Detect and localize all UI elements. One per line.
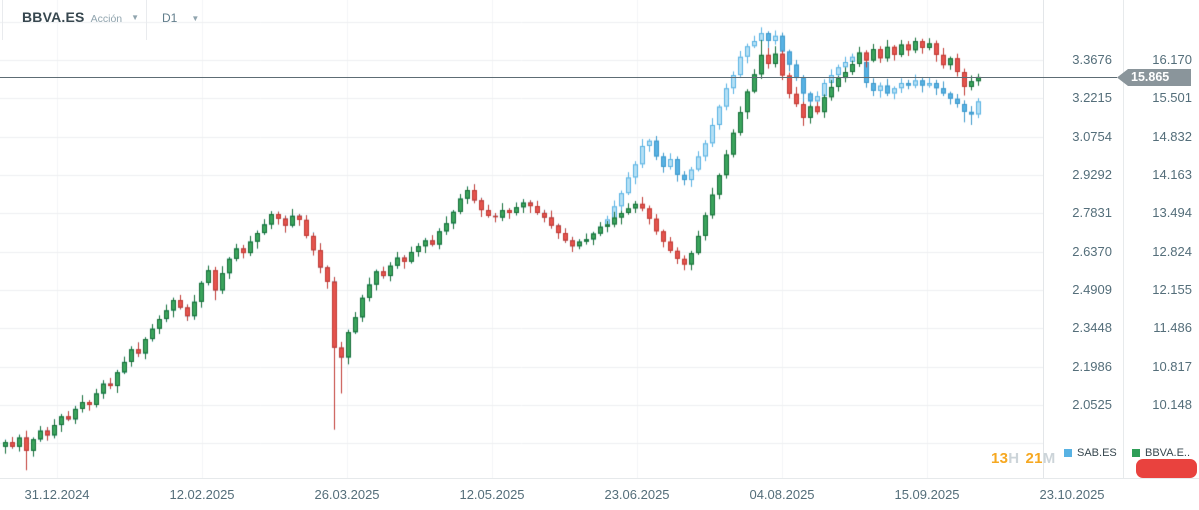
sell-price-badge[interactable] [1136,459,1197,478]
chevron-down-icon: ▼ [191,13,200,23]
price-tick-label-sab: 2.4909 [1072,282,1112,297]
price-tick-label-sab: 3.3676 [1072,52,1112,67]
legend-label-bbva: BBVA.E.. [1145,447,1191,459]
toolbar-divider [146,0,147,40]
price-tick-label-bbva: 15.501 [1152,90,1192,106]
price-tick-label-sab: 3.0754 [1072,128,1112,144]
timeframe-selector[interactable]: D1 ▼ [162,11,199,25]
current-price-line [0,77,1117,78]
symbol-selector[interactable]: BBVA.ES Acción ▼ [22,9,139,25]
price-tick-label-sab: 2.6370 [1072,243,1112,259]
price-tick-label-sab: 2.9292 [1072,167,1112,182]
price-tick-label-sab: 2.3448 [1072,320,1112,336]
countdown-hours-unit: H [1008,450,1020,467]
symbol-name: BBVA.ES [22,9,85,25]
date-tick-label: 23.06.2025 [604,487,670,502]
date-tick-label: 23.10.2025 [1039,487,1105,502]
price-tick-label-bbva: 10.817 [1152,358,1192,374]
date-tick-label: 15.09.2025 [894,487,960,502]
price-chart-canvas[interactable] [0,0,1043,478]
chevron-down-icon: ▼ [131,12,140,22]
price-axis-column-divider [1123,0,1124,478]
price-tick-label-bbva: 12.155 [1152,282,1192,297]
price-tick-label-sab: 2.0525 [1072,397,1112,412]
legend-item-sab[interactable]: SAB.ES [1064,447,1117,459]
date-tick-label: 26.03.2025 [314,487,380,502]
countdown-hours: 13 [991,450,1009,467]
time-axis[interactable]: 31.12.2024 12.02.2025 26.03.2025 12.05.2025… [0,478,1199,510]
price-tick-label-bbva: 10.148 [1152,397,1192,412]
date-tick-label: 12.02.2025 [169,487,235,502]
price-tick-label-sab: 2.1986 [1072,358,1112,374]
chart-toolbar: BBVA.ES Acción ▼ D1 ▼ [0,0,420,40]
price-tick-label-bbva: 13.494 [1152,205,1192,221]
price-tick-label-sab: 3.2215 [1072,90,1112,106]
bbva-series-swatch-icon [1132,449,1140,457]
current-price-badge: 15.865 [1117,69,1191,86]
price-tick-label-sab: 2.7831 [1072,205,1112,221]
instrument-type-label: Acción [90,13,123,25]
date-tick-label: 31.12.2024 [24,487,90,502]
candle-countdown: 13H 21M [991,450,1056,467]
date-tick-label: 12.05.2025 [459,487,525,502]
timeframe-label: D1 [162,11,178,25]
price-tick-label-bbva: 14.832 [1152,128,1192,144]
price-tick-label-bbva: 16.170 [1152,52,1192,67]
date-tick-label: 04.08.2025 [749,487,815,502]
sab-series-swatch-icon [1064,449,1072,457]
toolbar-divider [2,0,3,40]
legend-item-bbva[interactable]: BBVA.E.. [1132,447,1190,459]
price-tick-label-bbva: 12.824 [1152,243,1192,259]
price-tick-label-bbva: 11.486 [1153,320,1192,336]
legend-label-sab: SAB.ES [1077,447,1117,459]
price-tick-label-bbva: 14.163 [1152,167,1192,182]
countdown-minutes-unit: M [1042,450,1056,467]
countdown-minutes: 21 [1025,450,1043,467]
